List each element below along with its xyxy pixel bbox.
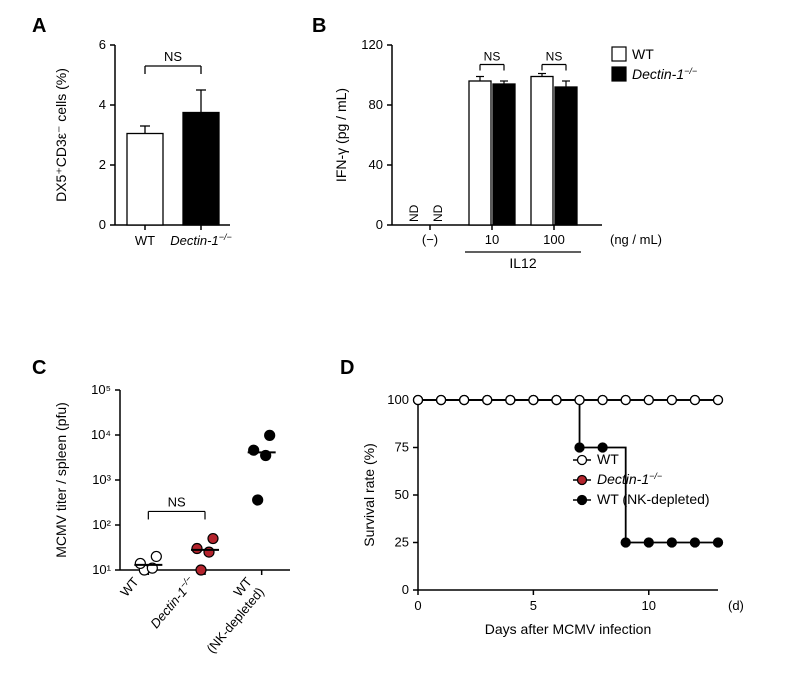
- ytick-label: 6: [99, 37, 106, 52]
- legend-marker: [578, 476, 587, 485]
- legend-label: Dectin-1−/−: [632, 66, 697, 82]
- data-marker: [460, 396, 469, 405]
- panel-label-a: A: [32, 15, 46, 38]
- data-marker: [667, 538, 676, 547]
- x-axis-group-label: IL12: [509, 255, 536, 271]
- bar: [531, 77, 553, 226]
- panel-label-d: D: [340, 357, 354, 380]
- ytick-label: 0: [376, 217, 383, 232]
- bar: [127, 134, 163, 226]
- data-marker: [575, 396, 584, 405]
- ns-label: NS: [168, 494, 186, 509]
- y-axis-label: Survival rate (%): [361, 443, 377, 546]
- legend-label: WT: [632, 46, 654, 62]
- ytick-label: 2: [99, 157, 106, 172]
- nd-label: ND: [431, 204, 445, 222]
- data-marker: [598, 396, 607, 405]
- legend-swatch: [612, 47, 626, 61]
- data-marker: [437, 396, 446, 405]
- survival-line: [418, 400, 718, 543]
- data-point: [151, 551, 161, 561]
- data-point: [249, 445, 259, 455]
- ytick-label: 80: [369, 97, 383, 112]
- ytick-label: 10³: [92, 472, 111, 487]
- chart-b: 04080120IFN-γ (pg / mL)NDND(−)NS10NS100(…: [332, 20, 732, 290]
- ytick-label: 10⁴: [91, 427, 111, 442]
- data-marker: [714, 396, 723, 405]
- chart-d: 0 25 50 75 100 0 5 10 Survival rate (%) Days afte…: [360, 365, 770, 677]
- data-marker: [575, 443, 584, 452]
- x-category-label: WT: [117, 574, 142, 599]
- ytick-label: 10¹: [92, 562, 111, 577]
- data-marker: [483, 396, 492, 405]
- panel-label-c: C: [32, 357, 46, 380]
- ytick-label: 10⁵: [91, 382, 111, 397]
- data-marker: [644, 396, 653, 405]
- data-marker: [690, 538, 699, 547]
- data-marker: [414, 396, 423, 405]
- data-marker: [621, 538, 630, 547]
- y-axis-label: IFN-γ (pg / mL): [333, 88, 349, 182]
- panel-label-b: B: [312, 15, 326, 38]
- data-marker: [714, 538, 723, 547]
- x-group-label: (−): [422, 232, 438, 247]
- ytick-label: 100: [387, 392, 409, 407]
- x-group-label: 10: [485, 232, 499, 247]
- x-group-label: 100: [543, 232, 565, 247]
- legend-swatch: [612, 67, 626, 81]
- data-point: [265, 430, 275, 440]
- ytick-label: 75: [395, 440, 409, 455]
- ytick-label: 0: [402, 582, 409, 597]
- data-point: [135, 558, 145, 568]
- ytick-label: 40: [369, 157, 383, 172]
- x-axis-label: Days after MCMV infection: [485, 621, 652, 637]
- legend-marker: [578, 456, 587, 465]
- data-marker: [529, 396, 538, 405]
- ytick-label: 0: [99, 217, 106, 232]
- nd-label: ND: [407, 204, 421, 222]
- bar: [555, 87, 577, 225]
- ytick-label: 120: [361, 37, 383, 52]
- bar: [493, 84, 515, 225]
- ns-label: NS: [484, 50, 501, 64]
- y-axis-label: DX5⁺CD3ε⁻ cells (%): [53, 68, 69, 202]
- ytick-label: 25: [395, 535, 409, 550]
- bar: [183, 113, 219, 226]
- data-point: [196, 565, 206, 575]
- x-category-label: Dectin-1−/−: [147, 574, 199, 631]
- data-marker: [552, 396, 561, 405]
- x-category-label: WT: [135, 233, 155, 248]
- legend-label: WT: [597, 451, 619, 467]
- bar: [469, 81, 491, 225]
- y-axis-label: MCMV titer / spleen (pfu): [53, 402, 69, 558]
- data-point: [253, 495, 263, 505]
- xtick-label: 10: [642, 598, 656, 613]
- ns-label: NS: [164, 49, 182, 64]
- x-category-label: Dectin-1−/−: [170, 232, 231, 248]
- legend-label: Dectin-1−/−: [597, 471, 662, 487]
- data-point: [204, 547, 214, 557]
- legend-label: WT (NK-depleted): [597, 491, 710, 507]
- xtick-label: 0: [414, 598, 421, 613]
- data-point: [192, 544, 202, 554]
- ytick-label: 50: [395, 487, 409, 502]
- legend-marker: [578, 496, 587, 505]
- x-unit-label: (d): [728, 598, 744, 613]
- data-marker: [667, 396, 676, 405]
- x-unit-label: (ng / mL): [610, 232, 662, 247]
- data-point: [208, 534, 218, 544]
- chart-c: 10¹ 10² 10³ 10⁴ 10⁵ MCMV titer / spleen (pfu)…: [50, 365, 320, 690]
- ytick-label: 4: [99, 97, 106, 112]
- data-marker: [621, 396, 630, 405]
- chart-a: 0 2 4 6 DX5⁺CD3ε⁻ cells (%) WT Dectin-1−/− NS: [50, 20, 290, 290]
- ns-label: NS: [546, 50, 563, 64]
- data-marker: [644, 538, 653, 547]
- xtick-label: 5: [530, 598, 537, 613]
- data-marker: [506, 396, 515, 405]
- data-marker: [690, 396, 699, 405]
- ytick-label: 10²: [92, 517, 111, 532]
